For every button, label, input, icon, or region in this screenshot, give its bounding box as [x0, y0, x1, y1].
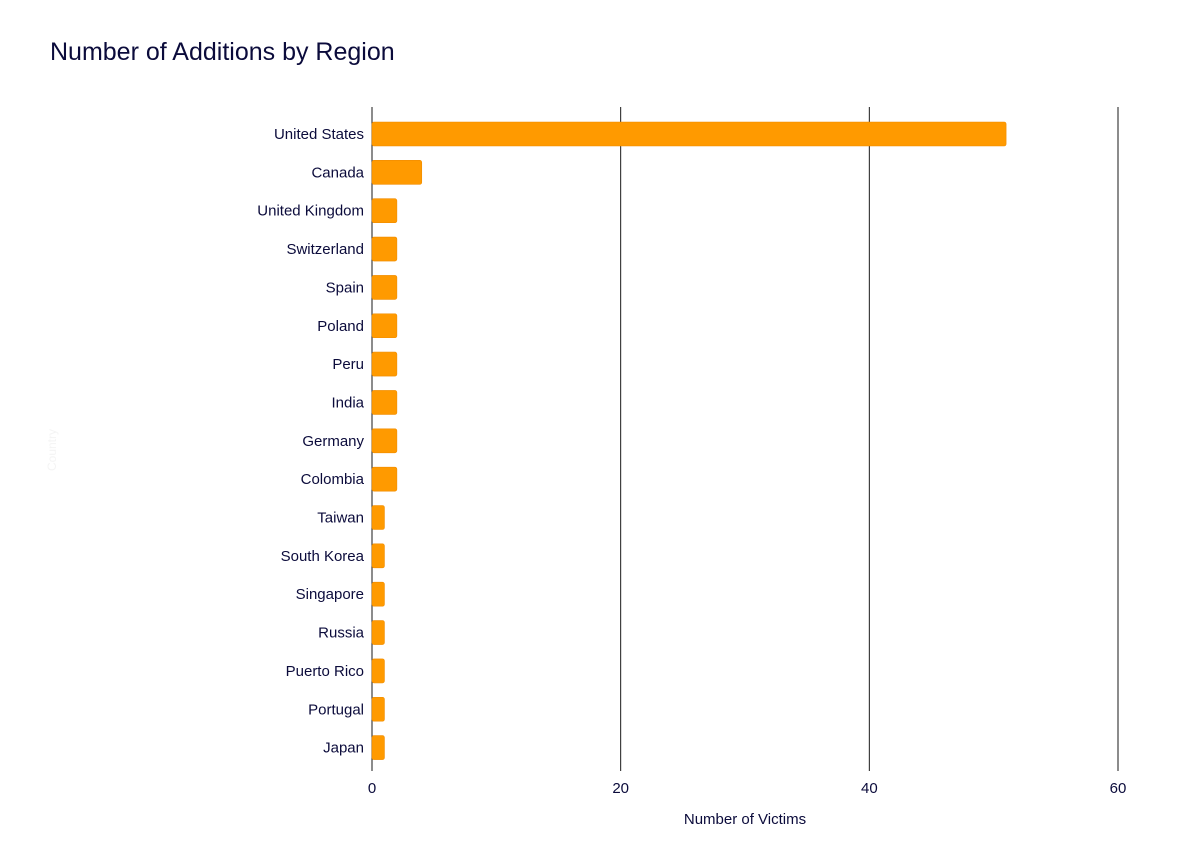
bar-switzerland[interactable] [371, 236, 398, 262]
category-label: Germany [302, 433, 364, 450]
gridlines [371, 107, 1119, 771]
category-label: Poland [317, 318, 364, 335]
bar-canada[interactable] [371, 160, 423, 185]
category-labels: United States Canada United Kingdom Switzer… [257, 126, 364, 757]
category-label: Spain [326, 279, 364, 296]
bar-united-kingdom[interactable] [371, 198, 398, 223]
bar-portugal[interactable] [371, 696, 385, 722]
bar-taiwan[interactable] [371, 505, 385, 530]
bar-germany[interactable] [371, 428, 398, 454]
category-label: Switzerland [286, 241, 364, 258]
bar-russia[interactable] [371, 620, 385, 645]
category-label: Portugal [308, 701, 364, 718]
bar-india[interactable] [371, 390, 398, 415]
bar-poland[interactable] [371, 313, 398, 339]
bar-south-korea[interactable] [371, 543, 385, 569]
category-label: India [331, 394, 364, 411]
bar-puerto-rico[interactable] [371, 658, 385, 684]
x-tick-label: 40 [861, 780, 878, 797]
bar-united-states[interactable] [371, 121, 1007, 147]
category-label: United States [274, 126, 364, 143]
x-tick-labels: 0 20 40 60 [368, 780, 1127, 797]
category-label: South Korea [281, 548, 365, 565]
bar-japan[interactable] [371, 735, 385, 760]
bar-colombia[interactable] [371, 466, 398, 492]
category-label: Colombia [301, 471, 365, 488]
category-label: Japan [323, 740, 364, 757]
bar-singapore[interactable] [371, 581, 385, 607]
x-tick-label: 60 [1110, 780, 1127, 797]
category-label: Taiwan [317, 510, 364, 527]
category-label: Peru [332, 356, 364, 373]
x-tick-label: 0 [368, 780, 376, 797]
category-label: Canada [311, 164, 364, 181]
category-label: Singapore [296, 586, 364, 603]
chart-title: Number of Additions by Region [50, 38, 395, 66]
category-label: United Kingdom [257, 203, 364, 220]
x-axis-title: Number of Victims [684, 811, 806, 828]
bars [371, 121, 1007, 760]
bar-peru[interactable] [371, 351, 398, 377]
bar-spain[interactable] [371, 275, 398, 300]
category-label: Russia [318, 625, 365, 642]
x-tick-label: 20 [612, 780, 629, 797]
category-label: Puerto Rico [286, 663, 364, 680]
